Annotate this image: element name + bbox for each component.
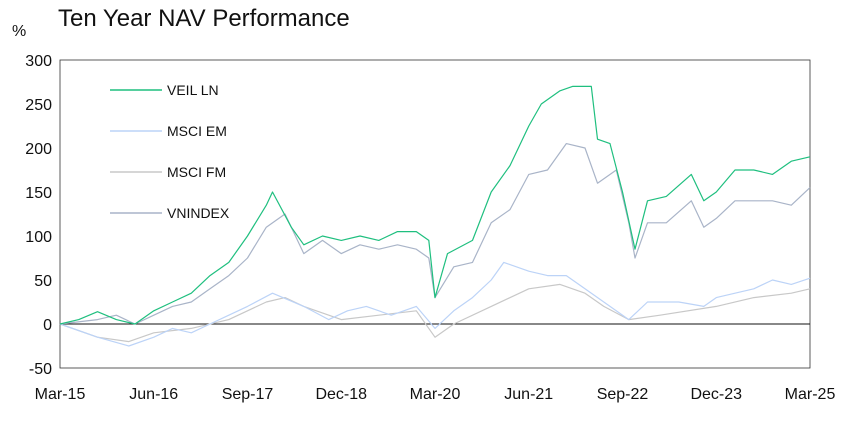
y-tick-label: 150 [25,185,52,202]
x-tick-label: Jun-21 [504,386,553,403]
x-tick-label: Sep-22 [597,386,649,403]
y-axis-label: % [12,23,26,40]
x-tick-label: Mar-15 [35,386,86,403]
y-tick-label: -50 [29,361,52,378]
x-tick-label: Mar-25 [785,386,836,403]
series-line-msci-fm [59,283,811,343]
series-line-msci-em [59,261,811,347]
x-tick-label: Jun-16 [129,386,178,403]
y-tick-label: 50 [34,273,52,290]
chart-title: Ten Year NAV Performance [58,5,350,32]
y-tick-label: 100 [25,229,52,246]
y-tick-label: 0 [43,317,52,334]
y-tick-label: 200 [25,141,52,158]
series-line-veil-ln [59,85,811,325]
x-tick-label: Sep-17 [222,386,274,403]
x-tick-label: Dec-23 [690,386,742,403]
y-tick-label: 300 [25,53,52,70]
legend-label: MSCI FM [167,164,226,180]
plot-frame [59,59,811,369]
x-tick-label: Mar-20 [410,386,461,403]
series-line-vnindex [59,143,811,325]
legend-label: VNINDEX [167,205,230,221]
legend-label: MSCI EM [167,123,227,139]
x-tick-label: Dec-18 [315,386,367,403]
legend-label: VEIL LN [167,82,219,98]
y-tick-label: 250 [25,97,52,114]
